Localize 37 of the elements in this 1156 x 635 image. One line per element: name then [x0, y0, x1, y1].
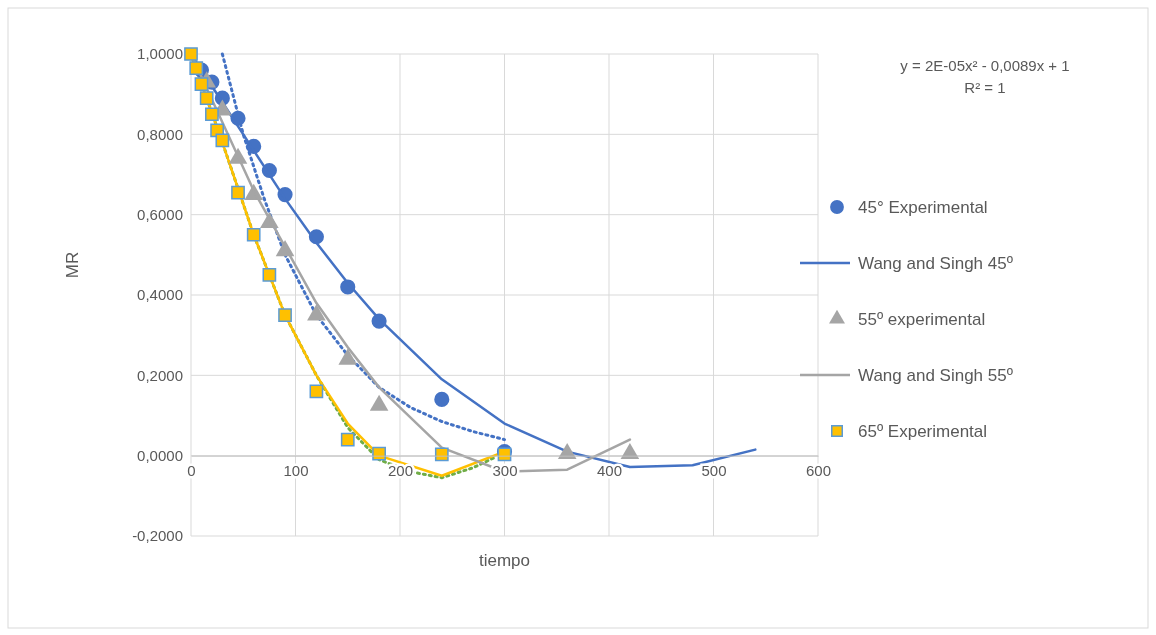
x-tick-label: 600 — [805, 462, 832, 480]
point — [184, 47, 198, 61]
legend-label: Wang and Singh 45º — [858, 254, 1013, 273]
point — [340, 432, 355, 447]
point — [189, 61, 204, 75]
y-tick-label: 0,2000 — [137, 366, 183, 384]
y-axis-title: MR — [63, 251, 82, 279]
text: y = 2E-05x² - 0,0089x + 1 — [900, 57, 1070, 74]
point — [231, 185, 245, 200]
y-tick-label: -0,2000 — [132, 527, 183, 545]
x-tick-label: 0 — [187, 462, 196, 480]
point — [194, 77, 209, 91]
x-axis-title: tiempo — [478, 551, 531, 570]
point — [205, 107, 219, 122]
y-tick-label: 0,0000 — [137, 446, 183, 464]
y-tick-label: 1,0000 — [137, 45, 183, 63]
x-tick-label: 300 — [492, 462, 518, 480]
y-tick-label: 0,6000 — [137, 205, 183, 223]
point — [215, 133, 230, 148]
point — [199, 91, 214, 106]
point — [434, 391, 450, 407]
x-tick-label: 400 — [596, 462, 623, 480]
x-tick-label: 500 — [701, 462, 727, 480]
point — [309, 384, 324, 399]
x-tick-label: 100 — [283, 462, 309, 480]
legend-label: Wang and Singh 55º — [858, 366, 1013, 385]
point — [262, 268, 277, 282]
point — [372, 446, 386, 461]
point — [278, 308, 292, 322]
legend-label: 45° Experimental — [858, 198, 988, 217]
text: R² = 1 — [964, 79, 1006, 96]
point — [246, 227, 261, 242]
y-tick-label: 0,4000 — [137, 286, 183, 304]
legend-label: 65º Experimental — [858, 422, 988, 441]
point — [434, 447, 449, 462]
legend-label: 55º experimental — [858, 310, 986, 329]
y-tick-label: 0,8000 — [137, 125, 183, 143]
